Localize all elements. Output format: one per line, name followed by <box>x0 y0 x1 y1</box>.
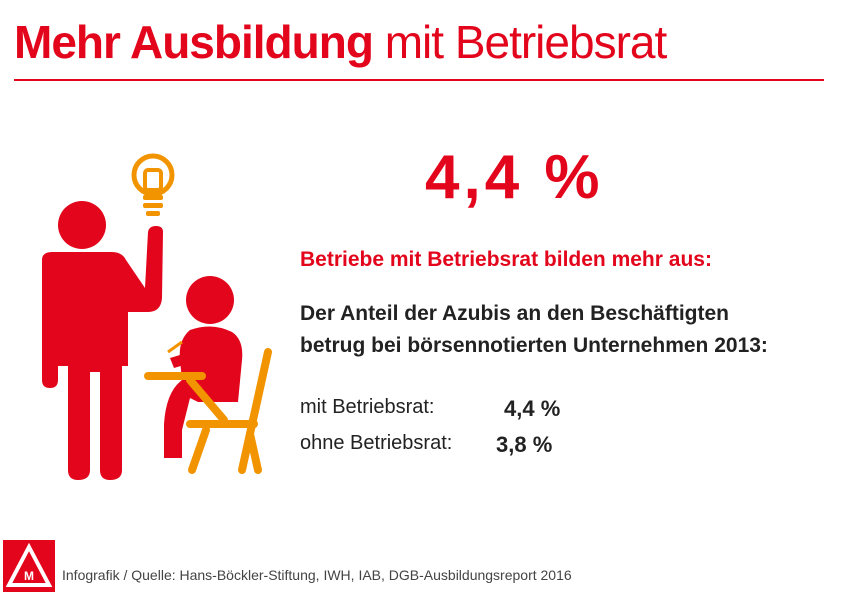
page-title: Mehr Ausbildung mit Betriebsrat <box>14 14 668 70</box>
teacher-student-illustration <box>42 153 272 480</box>
stat-label: mit Betriebsrat: <box>300 396 435 418</box>
stat-label: ohne Betriebsrat: <box>300 432 453 454</box>
teacher-figure-icon <box>42 201 163 480</box>
source-note: Infografik / Quelle: Hans-Böckler-Stiftu… <box>62 567 572 583</box>
svg-text:M: M <box>24 569 34 583</box>
title-bold: Mehr Ausbildung <box>14 16 374 68</box>
subheading: Betriebe mit Betriebsrat bilden mehr aus… <box>300 248 712 271</box>
lightbulb-icon <box>131 153 175 216</box>
description-line-2: betrug bei börsennotierten Unternehmen 2… <box>300 334 768 357</box>
description: Der Anteil der Azubis an den Beschäftigt… <box>300 298 820 362</box>
stat-value: 4,4 % <box>504 396 561 421</box>
headline-stat: 4,4 % <box>425 143 604 212</box>
stat-row-without-council: ohne Betriebsrat: 3,8 % <box>300 432 552 457</box>
ig-metall-logo-icon: M <box>3 540 55 592</box>
title-regular: mit Betriebsrat <box>384 16 668 68</box>
stat-value: 3,8 % <box>496 432 553 457</box>
description-line-1: Der Anteil der Azubis an den Beschäftigt… <box>300 302 730 325</box>
title-divider <box>14 79 824 81</box>
stat-row-with-council: mit Betriebsrat: 4,4 % <box>300 396 560 421</box>
desk-chair-icon <box>144 348 272 474</box>
